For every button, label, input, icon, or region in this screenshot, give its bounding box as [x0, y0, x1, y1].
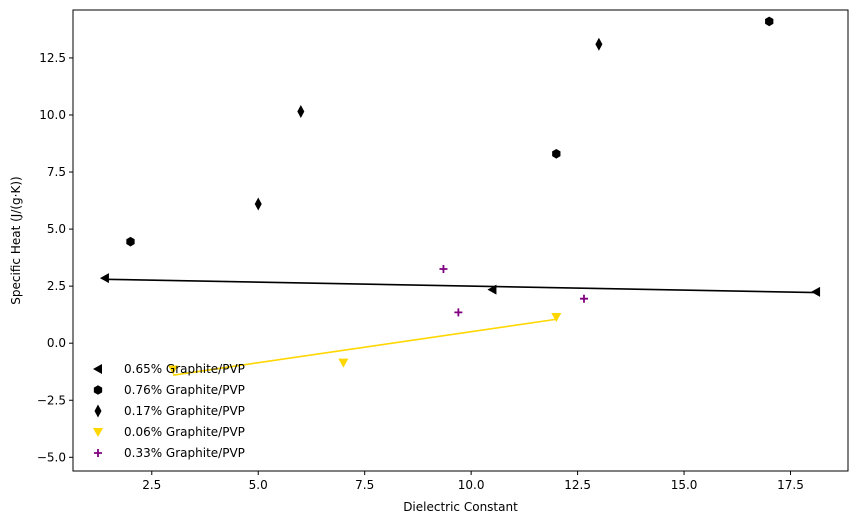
- y-tick-label-7: 12.5: [39, 51, 66, 65]
- point-series-1-2-shape: [765, 16, 774, 27]
- legend-marker-4: [94, 449, 102, 457]
- point-series-3-1: [338, 358, 349, 368]
- point-series-3-0-shape: [168, 365, 179, 375]
- y-tick-label-5: 7.5: [47, 165, 66, 179]
- point-series-1-0-shape: [126, 236, 135, 247]
- point-series-4-1-shape: [454, 308, 463, 317]
- point-series-2-1-shape: [297, 105, 305, 119]
- point-series-2-0-shape: [254, 197, 262, 211]
- point-series-1-2: [765, 16, 774, 27]
- point-series-1-0: [126, 236, 135, 247]
- legend-marker-2: [94, 404, 102, 418]
- legend-marker-1: [93, 385, 103, 395]
- x-tick-label-3: 10.0: [458, 478, 485, 492]
- point-series-0-2: [811, 286, 821, 297]
- legend-marker-3: [93, 428, 103, 437]
- legend-label-4: 0.33% Graphite/PVP: [124, 446, 245, 460]
- x-tick-label-0: 2.5: [142, 478, 161, 492]
- point-series-3-2: [551, 312, 562, 322]
- x-tick-label-5: 15.0: [671, 478, 698, 492]
- x-axis-ticks: 2.5 5.0 7.5 10.0 12.5 15.0 17.5: [142, 471, 804, 492]
- x-tick-label-4: 12.5: [564, 478, 591, 492]
- y-tick-label-1: −2.5: [37, 393, 66, 407]
- fit-line-series-0: [104, 278, 817, 294]
- legend-marker-1-shape: [93, 385, 103, 395]
- point-series-2-2: [595, 37, 603, 51]
- point-series-4-1: [454, 308, 463, 317]
- y-tick-label-3: 2.5: [47, 279, 66, 293]
- x-tick-label-2: 7.5: [355, 478, 374, 492]
- point-series-3-1-shape: [338, 358, 349, 368]
- y-axis-ticks: −5.0 −2.5 0.0 2.5 5.0 7.5 10.0 12.5: [37, 51, 73, 464]
- y-tick-label-2: 0.0: [47, 336, 66, 350]
- y-tick-label-0: −5.0: [37, 450, 66, 464]
- fit-lines: [104, 278, 817, 376]
- legend-label-3: 0.06% Graphite/PVP: [124, 425, 245, 439]
- point-series-0-2-shape: [811, 286, 821, 297]
- point-series-2-2-shape: [595, 37, 603, 51]
- x-axis-title: Dielectric Constant: [403, 500, 518, 514]
- legend: 0.65% Graphite/PVP 0.76% Graphite/PVP 0.17…: [93, 362, 245, 460]
- plot-frame: [72, 9, 849, 472]
- legend-marker-0-shape: [93, 364, 102, 374]
- legend-label-2: 0.17% Graphite/PVP: [124, 404, 245, 418]
- point-series-4-0-shape: [439, 265, 448, 274]
- point-series-0-0: [99, 273, 109, 284]
- x-tick-label-1: 5.0: [249, 478, 268, 492]
- legend-marker-2-shape: [94, 404, 102, 418]
- data-markers: [99, 16, 821, 375]
- point-series-1-1: [552, 148, 561, 159]
- point-series-2-0: [254, 197, 262, 211]
- y-axis-title: Specific Heat (J/(g·K)): [9, 176, 23, 304]
- fit-line-series-3: [172, 318, 557, 376]
- point-series-0-0-shape: [99, 273, 109, 284]
- point-series-4-0: [439, 265, 448, 274]
- plot-background: [73, 10, 848, 471]
- point-series-1-1-shape: [552, 148, 561, 159]
- point-series-4-2: [579, 294, 588, 303]
- y-tick-label-6: 10.0: [39, 108, 66, 122]
- y-tick-label-4: 5.0: [47, 222, 66, 236]
- point-series-3-0: [168, 365, 179, 375]
- point-series-4-2-shape: [579, 294, 588, 303]
- legend-marker-0: [93, 364, 102, 374]
- point-series-0-1: [487, 284, 497, 295]
- point-series-2-1: [297, 105, 305, 119]
- point-series-3-2-shape: [551, 312, 562, 322]
- point-series-0-1-shape: [487, 284, 497, 295]
- legend-marker-4-shape: [94, 449, 102, 457]
- legend-label-1: 0.76% Graphite/PVP: [124, 383, 245, 397]
- x-tick-label-6: 17.5: [777, 478, 804, 492]
- legend-label-0: 0.65% Graphite/PVP: [124, 362, 245, 376]
- legend-marker-3-shape: [93, 428, 103, 437]
